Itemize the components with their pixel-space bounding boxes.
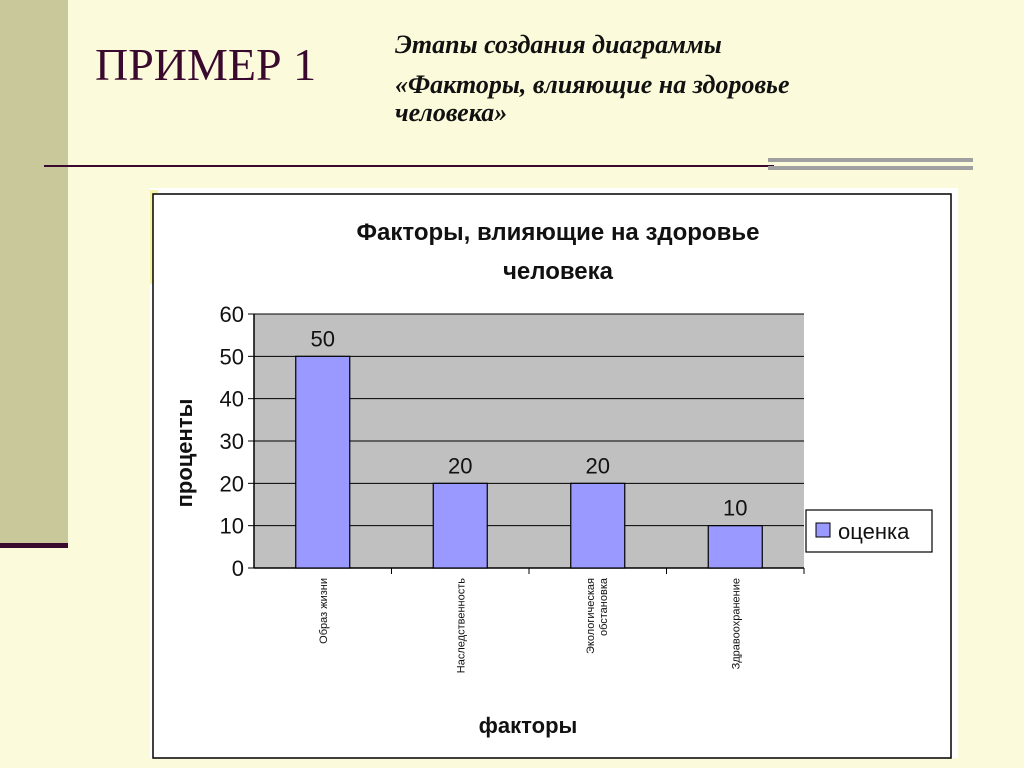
y-tick-label: 40 — [220, 387, 244, 412]
y-tick-label: 10 — [220, 514, 244, 539]
legend-swatch — [815, 522, 831, 538]
x-category-label-1: Образ жизни — [318, 578, 330, 644]
y-tick-label: 30 — [220, 429, 244, 454]
x-category-label-4: Здравоохранение — [730, 578, 742, 669]
bar-4 — [707, 525, 763, 569]
chart-title-line-1: Факторы, влияющие на здоровье — [357, 219, 760, 246]
data-label-4: 10 — [723, 496, 747, 521]
y-tick-label: 20 — [220, 471, 244, 496]
data-label-1: 50 — [311, 326, 335, 351]
subtitle-line-2: «Факторы, влияющие на здоровье — [395, 70, 790, 99]
slide-subtitle: Этапы создания диаграммы «Факторы, влияю… — [395, 32, 995, 140]
bar-3 — [570, 482, 626, 569]
header-divider — [44, 165, 774, 167]
decorative-side-band — [0, 0, 68, 546]
legend-label: оценка — [838, 519, 910, 544]
x-category-label-2: Наследственность — [455, 578, 467, 673]
data-label-3: 20 — [586, 453, 610, 478]
chart-title-line-2: человека — [503, 258, 614, 285]
y-tick-label: 50 — [220, 344, 244, 369]
data-label-2: 20 — [448, 453, 472, 478]
subtitle-line-1: Этапы создания диаграммы — [395, 30, 722, 59]
slide-title: ПРИМЕР 1 — [95, 39, 317, 90]
x-category-label-3: Экологическаяобстановка — [585, 577, 610, 654]
header-divider-accent — [768, 158, 973, 178]
y-tick-label: 0 — [232, 556, 244, 581]
bar-chart: Факторы, влияющие на здоровье человека 0 10… — [152, 193, 952, 759]
bar-2 — [432, 482, 488, 569]
x-axis-title: факторы — [479, 713, 578, 738]
y-axis-title: проценты — [172, 399, 197, 508]
decorative-side-line — [0, 543, 68, 548]
y-tick-label: 60 — [220, 302, 244, 327]
bar-1 — [295, 355, 351, 569]
subtitle-line-3: человека» — [395, 98, 508, 127]
